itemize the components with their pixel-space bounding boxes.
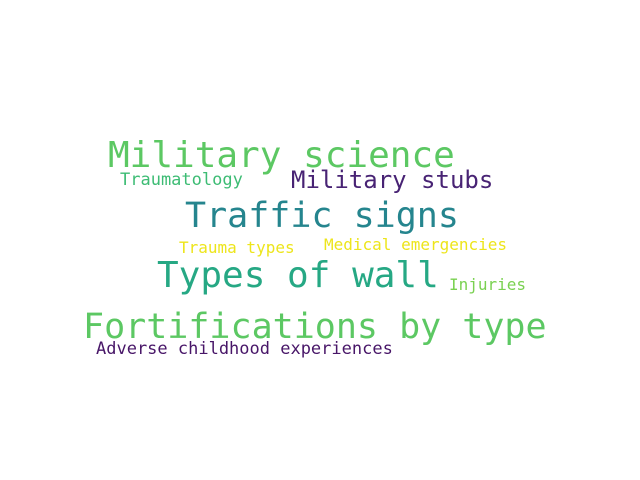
word-military-stubs: Military stubs [291, 166, 494, 194]
word-trauma-types: Trauma types [179, 238, 295, 257]
word-types-of-wall: Types of wall [157, 255, 439, 296]
word-military-science: Military science [108, 135, 455, 176]
word-traumatology: Traumatology [120, 170, 243, 190]
word-traffic-signs: Traffic signs [185, 196, 459, 236]
word-injuries: Injuries [449, 275, 527, 294]
word-fortifications-by-type: Fortifications by type [83, 307, 547, 347]
word-adverse-childhood-experiences: Adverse childhood experiences [96, 339, 393, 359]
word-medical-emergencies: Medical emergencies [324, 235, 508, 254]
